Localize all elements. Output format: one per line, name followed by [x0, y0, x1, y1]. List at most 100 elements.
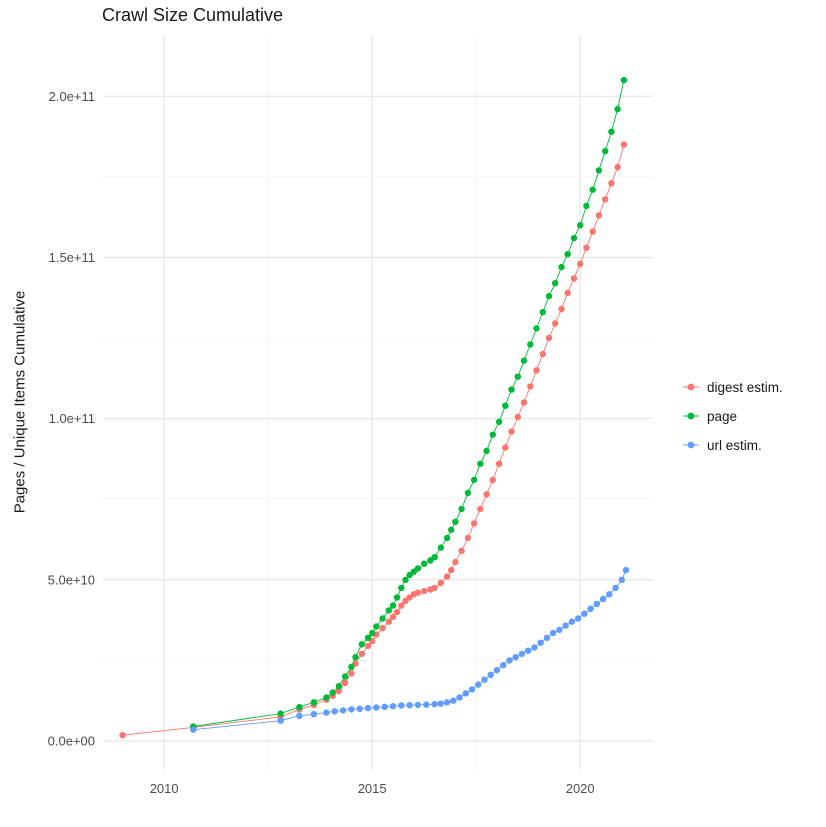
data-point: [545, 292, 553, 300]
data-point: [518, 650, 526, 658]
data-point: [608, 128, 615, 135]
data-point: [606, 591, 613, 598]
data-point: [589, 228, 596, 235]
data-point: [352, 654, 359, 661]
data-point: [437, 544, 444, 551]
data-point: [568, 618, 576, 625]
data-point: [552, 320, 559, 327]
data-point: [558, 305, 565, 313]
data-point: [520, 357, 528, 364]
data-point: [539, 350, 546, 358]
data-point: [443, 699, 451, 706]
data-point: [539, 309, 546, 316]
data-point: [508, 428, 515, 435]
y-tick-label: 1.0e+11: [49, 411, 95, 426]
data-point: [545, 334, 553, 342]
data-point: [556, 626, 563, 633]
data-point: [414, 589, 422, 596]
data-point: [335, 683, 343, 690]
data-point: [531, 644, 538, 651]
data-point: [477, 505, 484, 513]
data-point: [570, 275, 578, 282]
data-point: [458, 547, 465, 554]
data-point: [277, 717, 284, 724]
data-point: [512, 654, 519, 661]
data-point: [414, 701, 422, 709]
data-point: [448, 526, 455, 533]
data-point: [620, 141, 628, 148]
data-point: [421, 587, 428, 595]
series-url-estim: [190, 566, 630, 733]
data-point: [414, 565, 422, 572]
data-point: [612, 584, 619, 592]
data-point: [381, 703, 388, 710]
data-point: [577, 222, 584, 229]
data-point: [564, 251, 571, 258]
data-point: [310, 699, 318, 706]
data-point: [393, 608, 401, 616]
data-point: [443, 573, 451, 580]
data-point: [489, 431, 496, 438]
legend-item-url-estim: url estim.: [682, 434, 783, 456]
data-point: [437, 700, 444, 707]
data-point: [602, 196, 609, 203]
data-point: [379, 625, 386, 632]
legend-label: page: [707, 408, 738, 424]
data-point: [618, 576, 625, 583]
data-point: [595, 212, 603, 219]
data-point: [119, 732, 126, 739]
data-point: [402, 576, 409, 583]
y-tick-label: 5.0e+10: [48, 572, 95, 587]
data-point: [341, 679, 349, 687]
data-point: [514, 413, 521, 421]
data-point: [564, 289, 571, 297]
data-point: [310, 711, 318, 718]
data-point: [373, 704, 380, 711]
data-point: [456, 694, 463, 701]
data-point: [431, 701, 438, 708]
data-point: [398, 602, 405, 609]
data-point: [431, 554, 438, 561]
series-line: [122, 144, 625, 736]
data-point: [470, 476, 478, 484]
data-point: [437, 579, 444, 587]
data-point: [421, 560, 428, 567]
data-point: [277, 710, 284, 717]
data-point: [468, 686, 476, 693]
data-point: [558, 263, 565, 271]
data-point: [393, 594, 401, 601]
x-tick-label: 2015: [358, 781, 387, 796]
data-point: [448, 566, 455, 574]
data-point: [574, 615, 582, 622]
data-point: [483, 447, 490, 455]
data-point: [483, 491, 490, 498]
data-point: [323, 694, 330, 701]
data-point: [622, 566, 630, 574]
data-point: [500, 662, 507, 669]
data-point: [364, 642, 372, 650]
data-point: [335, 687, 343, 695]
data-point: [389, 602, 397, 609]
data-point: [489, 476, 496, 484]
series-digest-estim: [119, 141, 628, 739]
data-point: [608, 180, 615, 187]
data-point: [398, 702, 405, 709]
data-point: [587, 605, 594, 612]
data-point: [589, 186, 596, 193]
data-point: [348, 663, 355, 670]
legend-key-icon: [683, 441, 699, 449]
legend-item-digest-estim: digest estim.: [682, 376, 783, 398]
data-point: [464, 534, 472, 542]
data-point: [493, 666, 501, 674]
data-point: [495, 460, 503, 467]
data-point: [487, 671, 494, 679]
data-point: [423, 701, 430, 708]
y-tick-label: 1.5e+11: [49, 250, 95, 265]
data-point: [458, 505, 465, 513]
y-tick-label: 0.0e+00: [48, 733, 95, 748]
chart-title: Crawl Size Cumulative: [102, 5, 284, 25]
data-point: [356, 705, 363, 712]
data-point: [533, 325, 540, 332]
data-point: [577, 260, 584, 268]
